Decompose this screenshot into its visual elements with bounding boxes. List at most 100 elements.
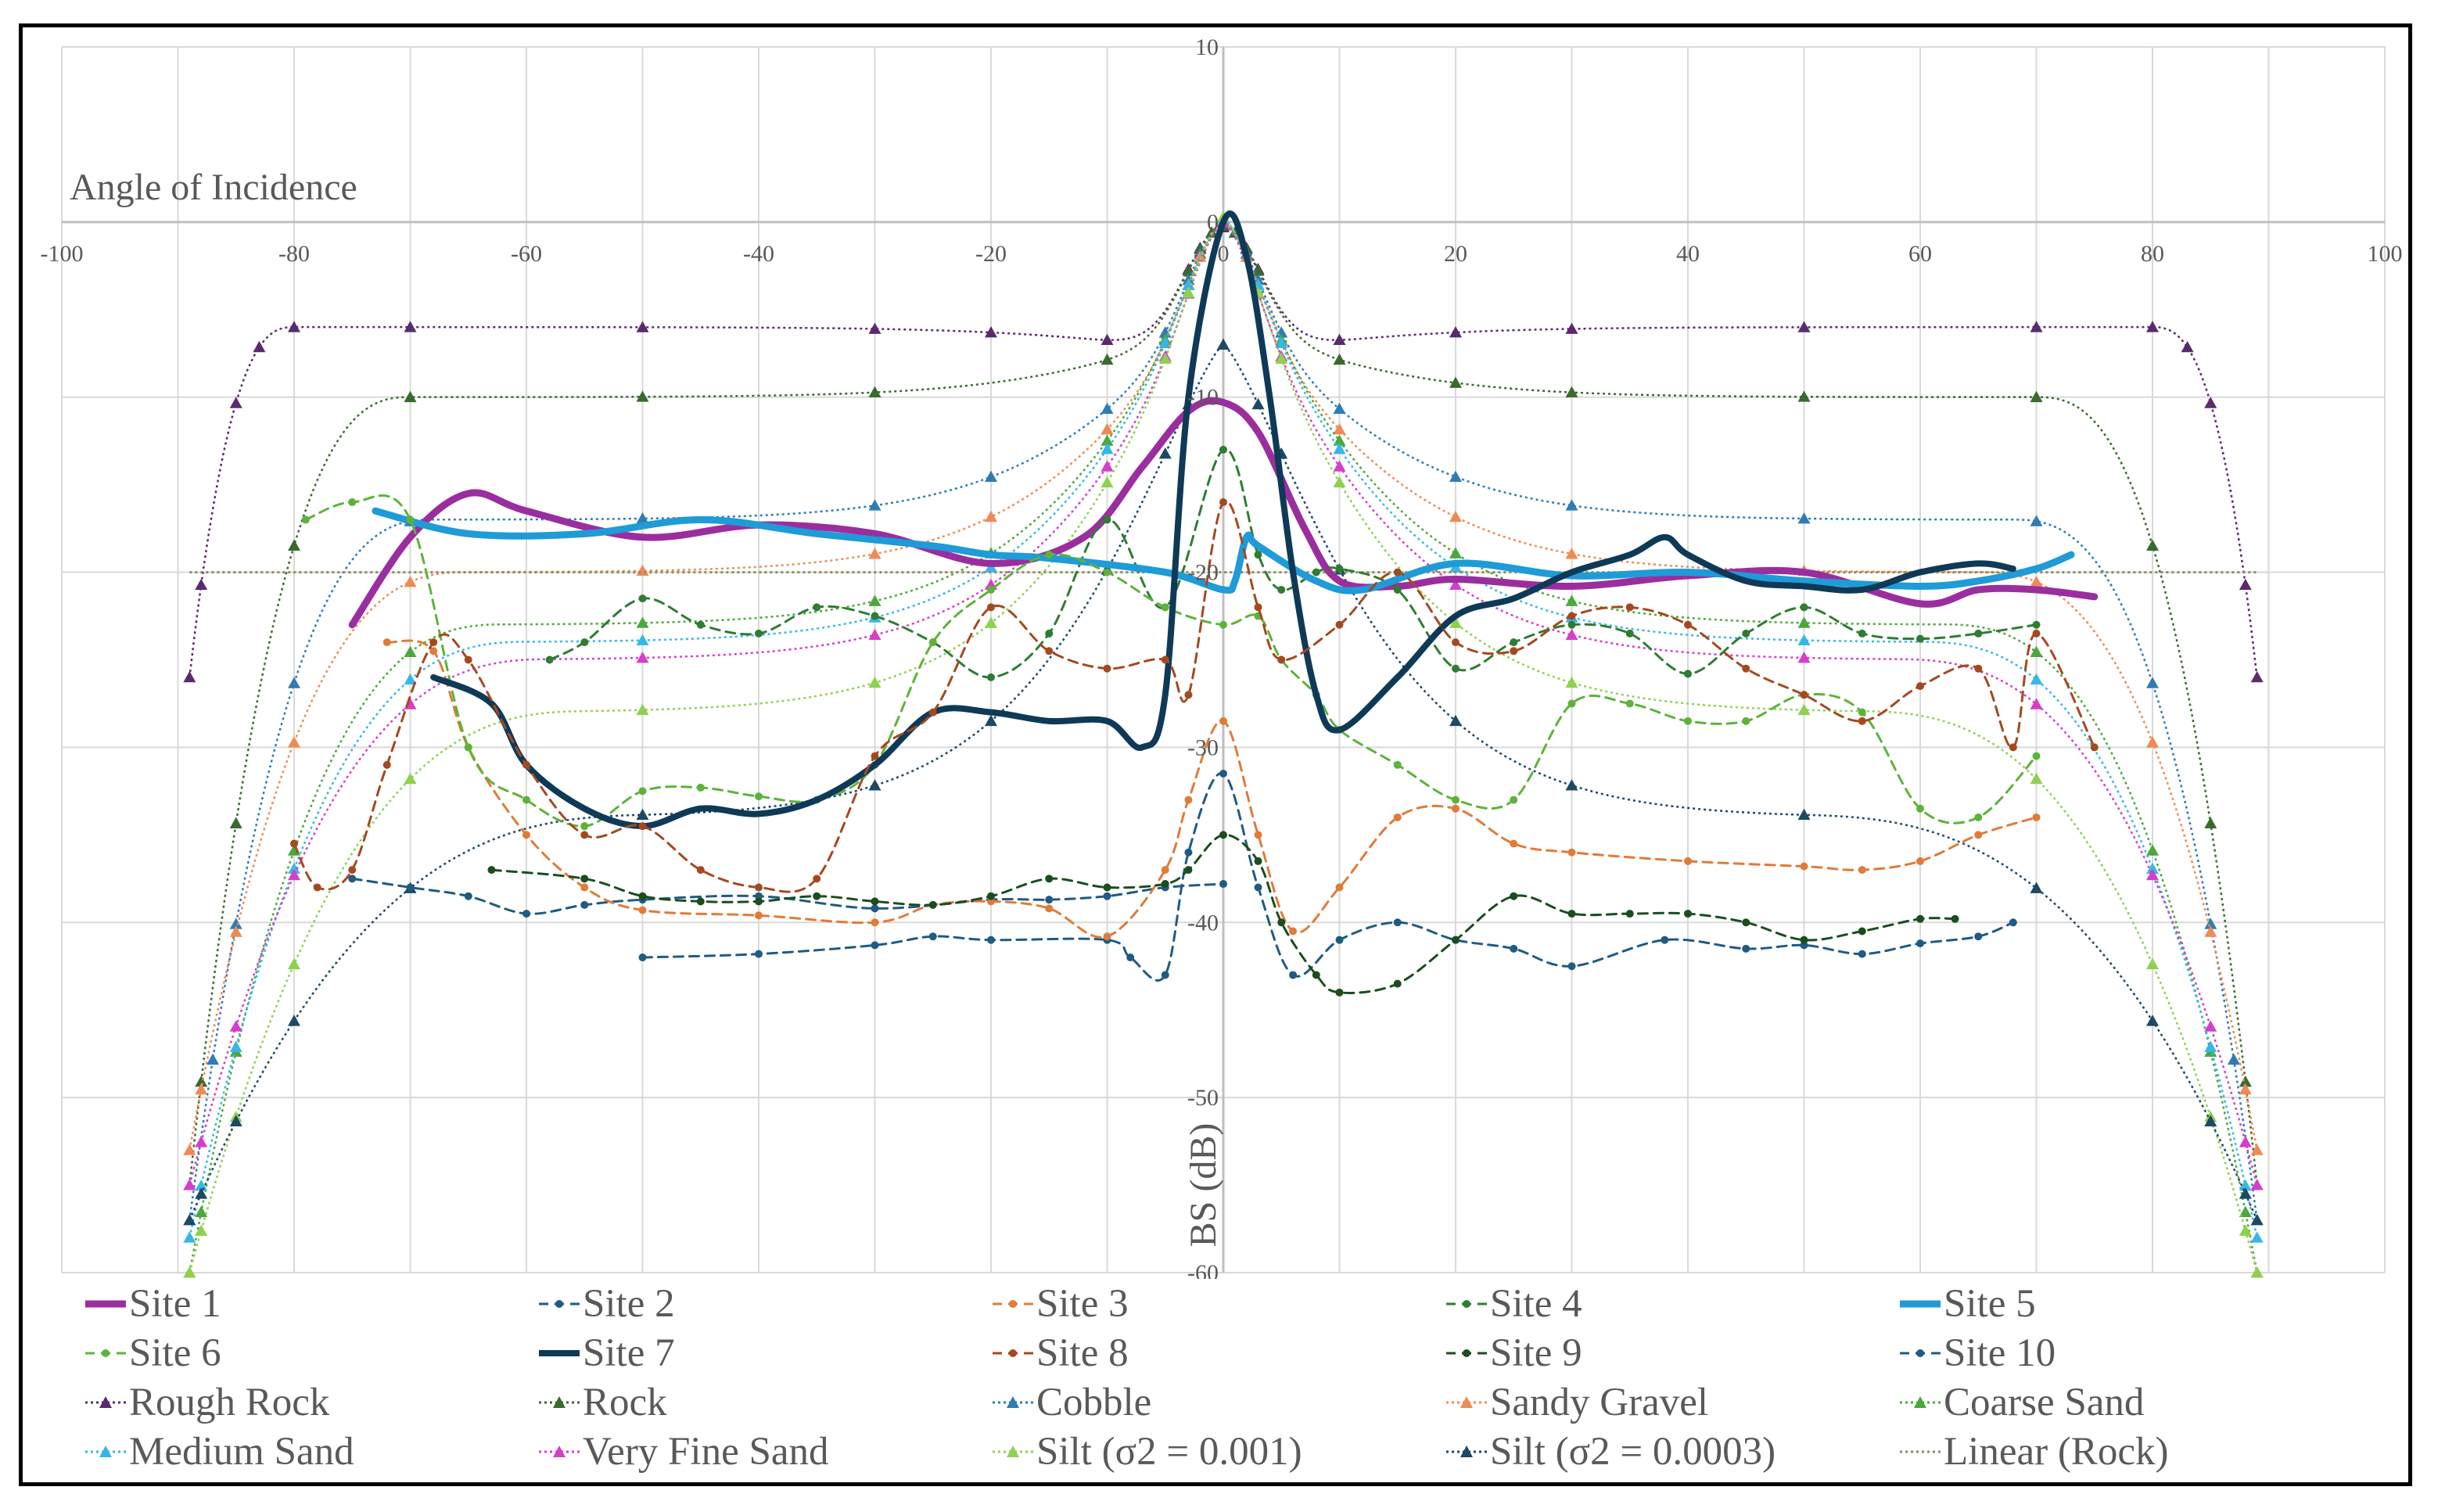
legend-swatch (1900, 1395, 1941, 1408)
point-marker (1858, 866, 1866, 875)
point-marker (1858, 927, 1866, 936)
point-marker (1184, 866, 1193, 875)
point-marker (1161, 880, 1169, 889)
triangle-marker (2146, 957, 2159, 970)
triangle-marker (229, 1040, 242, 1052)
legend-item: Site 4 (1445, 1279, 1898, 1328)
point-marker (696, 783, 705, 792)
legend-swatch (85, 1300, 126, 1307)
point-marker (1452, 804, 1460, 813)
triangle-marker (229, 925, 242, 937)
triangle-marker (1449, 376, 1462, 388)
point-marker (406, 883, 415, 892)
triangle-marker (1275, 352, 1288, 365)
series-line (350, 877, 1225, 915)
point-marker (928, 932, 937, 941)
legend-label: Rough Rock (129, 1380, 330, 1424)
triangle-marker (1101, 353, 1114, 365)
point-marker (696, 866, 705, 875)
triangle-marker (1251, 264, 1265, 276)
point-marker (522, 796, 530, 804)
point-marker (1800, 936, 1808, 944)
triangle-marker (2239, 1224, 2252, 1236)
axis-labels: -100 -80 -60 -40 -20 0 20 40 60 80 100100-10-20-30… (41, 34, 2403, 1279)
series-layer (183, 210, 2264, 1278)
triangle-marker (2250, 1266, 2264, 1278)
triangle-marker (2250, 1231, 2264, 1243)
point-marker (1254, 883, 1262, 892)
triangle-marker (2204, 925, 2217, 937)
series-line (641, 772, 2015, 982)
triangle-marker (1565, 322, 1578, 334)
point-marker (2090, 743, 2099, 752)
triangle-marker (1449, 616, 1462, 628)
point-marker (1916, 634, 1924, 643)
triangle-marker (985, 616, 997, 628)
point-marker (987, 673, 995, 681)
point-marker (1974, 831, 1983, 839)
point-marker (464, 892, 472, 900)
triangle-marker (1797, 390, 1811, 402)
point-marker (1219, 620, 1227, 629)
point-marker (348, 498, 357, 507)
point-marker (813, 892, 821, 900)
legend-item: Cobble (991, 1377, 1445, 1427)
point-marker (1103, 664, 1111, 673)
y-tick-label: 10 (1195, 34, 1219, 60)
point-marker (1661, 936, 1669, 944)
point-marker (638, 954, 647, 962)
point-marker (1393, 585, 1402, 594)
y-tick-label: -60 (1187, 1260, 1219, 1279)
point-marker (1510, 944, 1518, 953)
point-marker (1335, 620, 1344, 629)
triangle-marker (1101, 422, 1114, 435)
point-marker (1161, 603, 1169, 612)
point-marker (755, 883, 763, 892)
legend-swatch (993, 1349, 1033, 1357)
point-marker (1684, 910, 1692, 918)
triangle-marker (868, 386, 881, 398)
legend-item: Medium Sand (84, 1427, 537, 1476)
point-marker (1625, 699, 1634, 708)
point-marker (1625, 603, 1634, 612)
point-marker (871, 612, 879, 620)
triangle-marker (2239, 1083, 2252, 1095)
point-marker (1254, 551, 1262, 559)
triangle-marker (1449, 326, 1462, 338)
point-marker (1625, 629, 1634, 637)
legend-item: Site 10 (1898, 1328, 2352, 1377)
triangle-marker (636, 616, 649, 628)
point-marker (1916, 804, 1924, 813)
y-axis-title: BS (dB) (1183, 1123, 1224, 1248)
point-marker (580, 831, 589, 839)
triangle-marker (2204, 1040, 2217, 1052)
triangle-marker (2146, 844, 2159, 856)
legend-swatch (539, 1299, 580, 1308)
point-marker (1393, 918, 1402, 927)
point-marker (1219, 498, 1227, 507)
point-marker (1045, 896, 1054, 904)
point-marker (580, 900, 589, 909)
point-marker (1393, 813, 1402, 821)
point-marker (1916, 857, 1924, 865)
triangle-marker (985, 510, 997, 523)
point-marker (580, 638, 589, 647)
triangle-marker (1565, 594, 1578, 606)
triangle-marker (2030, 390, 2043, 403)
triangle-marker (1182, 278, 1195, 290)
triangle-marker (1333, 460, 1346, 472)
point-marker (1625, 910, 1634, 918)
triangle-marker (195, 1179, 208, 1191)
point-marker (1335, 883, 1344, 892)
point-marker (1858, 708, 1866, 716)
point-marker (429, 647, 438, 655)
legend-item: Site 5 (1898, 1279, 2352, 1328)
triangle-marker (2030, 882, 2043, 893)
point-marker (987, 892, 995, 900)
triangle-marker (868, 676, 881, 688)
legend-label: Site 9 (1490, 1331, 1582, 1375)
point-marker (348, 866, 357, 875)
point-marker (928, 708, 937, 716)
series-site-5 (372, 507, 2075, 594)
triangle-marker (183, 1179, 196, 1191)
